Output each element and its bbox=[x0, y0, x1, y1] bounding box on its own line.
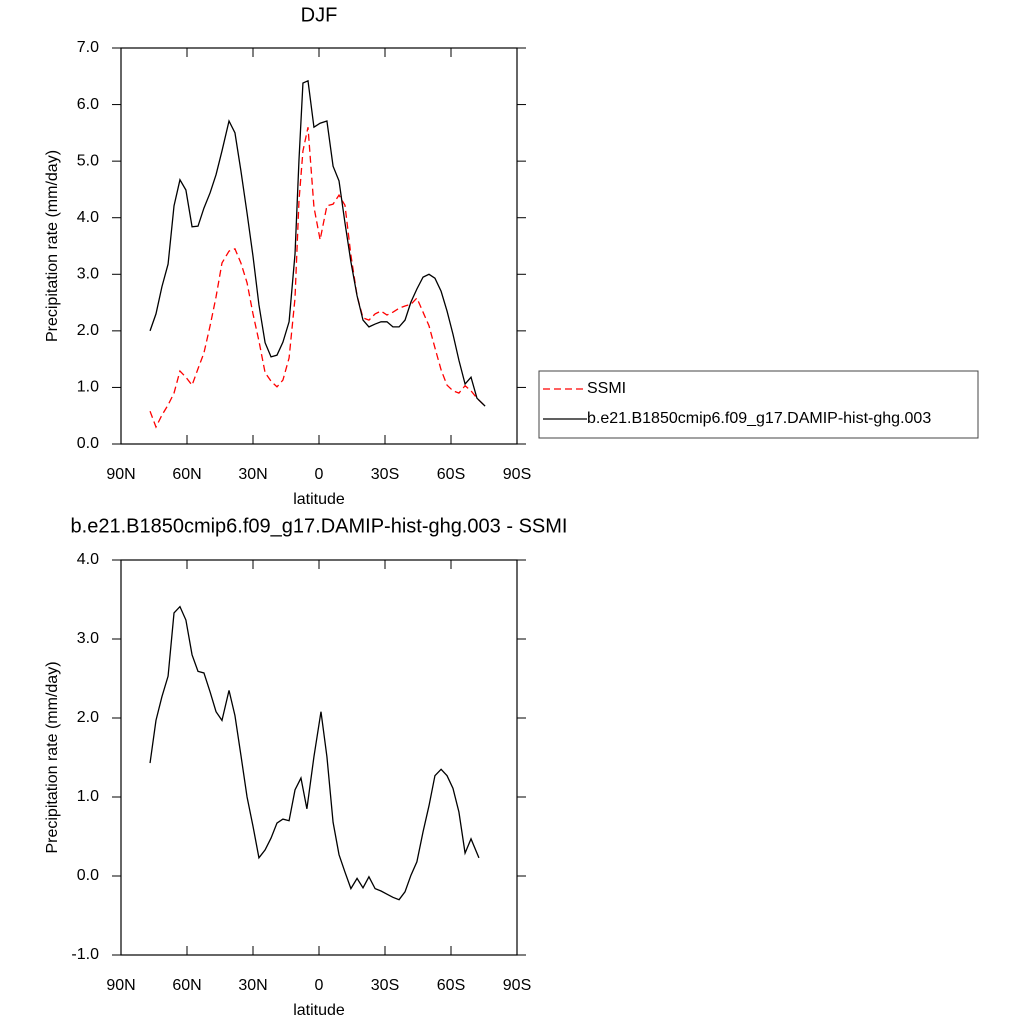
x-tick-label: 90S bbox=[503, 466, 531, 483]
x-tick-label: 30S bbox=[371, 466, 399, 483]
x-tick-label: 30N bbox=[238, 977, 267, 994]
x-tick-label: 0 bbox=[315, 977, 324, 994]
x-tick-label: 0 bbox=[315, 466, 324, 483]
y-tick-label: -1.0 bbox=[71, 946, 99, 963]
x-tick-label: 60S bbox=[437, 977, 465, 994]
y-tick-label: 1.0 bbox=[77, 788, 99, 805]
y-tick-label: 5.0 bbox=[77, 152, 99, 169]
y-tick-label: 2.0 bbox=[77, 709, 99, 726]
x-tick-label: 30N bbox=[238, 466, 267, 483]
y-tick-label: 4.0 bbox=[77, 551, 99, 568]
x-tick-label: 30S bbox=[371, 977, 399, 994]
y-tick-label: 3.0 bbox=[77, 630, 99, 647]
x-axis-label: latitude bbox=[293, 1002, 345, 1019]
plot-frame bbox=[120, 559, 518, 956]
x-tick-label: 60N bbox=[172, 466, 201, 483]
x-tick-label: 90N bbox=[106, 466, 135, 483]
chart-title: b.e21.B1850cmip6.f09_g17.DAMIP-hist-ghg.… bbox=[71, 515, 568, 537]
y-axis-label: Precipitation rate (mm/day) bbox=[44, 661, 61, 853]
legend-label: SSMI bbox=[587, 380, 626, 397]
plot-frame bbox=[120, 47, 518, 445]
y-tick-label: 6.0 bbox=[77, 96, 99, 113]
legend-box bbox=[538, 370, 979, 439]
x-tick-label: 60N bbox=[172, 977, 201, 994]
chart-title: DJF bbox=[301, 4, 338, 26]
x-tick-label: 90N bbox=[106, 977, 135, 994]
y-tick-label: 0.0 bbox=[77, 435, 99, 452]
legend: SSMI b.e21.B1850cmip6.f09_g17.DAMIP-hist-… bbox=[538, 370, 979, 439]
y-tick-label: 2.0 bbox=[77, 322, 99, 339]
x-tick-label: 90S bbox=[503, 977, 531, 994]
y-axis-label: Precipitation rate (mm/day) bbox=[44, 150, 61, 342]
y-tick-label: 4.0 bbox=[77, 209, 99, 226]
x-axis-label: latitude bbox=[293, 491, 345, 508]
y-tick-label: 1.0 bbox=[77, 379, 99, 396]
y-tick-label: 7.0 bbox=[77, 39, 99, 56]
data-line bbox=[149, 127, 486, 429]
x-tick-label: 60S bbox=[437, 466, 465, 483]
data-line bbox=[149, 605, 480, 901]
panel: DJF latitude Precipitation rate (mm/day) 90… bbox=[44, 4, 531, 508]
legend-label: b.e21.B1850cmip6.f09_g17.DAMIP-hist-ghg.… bbox=[587, 410, 931, 427]
panel: b.e21.B1850cmip6.f09_g17.DAMIP-hist-ghg.… bbox=[44, 515, 567, 1019]
data-line bbox=[149, 79, 486, 407]
y-tick-label: 0.0 bbox=[77, 867, 99, 884]
y-tick-label: 3.0 bbox=[77, 266, 99, 283]
